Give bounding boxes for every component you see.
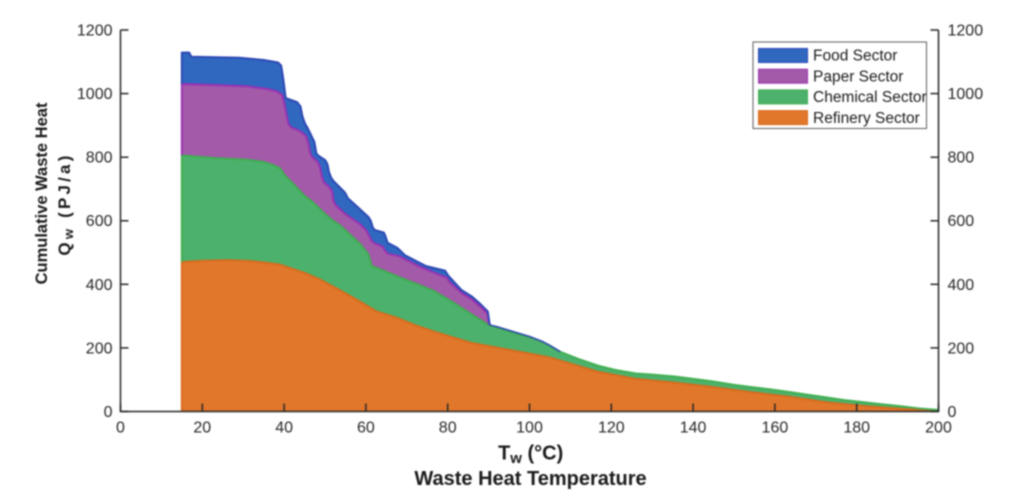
svg-text:20: 20 bbox=[193, 420, 211, 437]
svg-text:100: 100 bbox=[516, 420, 543, 437]
svg-text:200: 200 bbox=[86, 340, 113, 357]
svg-text:600: 600 bbox=[86, 213, 113, 230]
svg-text:0: 0 bbox=[116, 420, 125, 437]
svg-text:Waste Heat Temperature: Waste Heat Temperature bbox=[414, 468, 646, 490]
svg-text:1000: 1000 bbox=[948, 86, 984, 103]
svg-text:200: 200 bbox=[925, 420, 952, 437]
svg-text:140: 140 bbox=[680, 420, 707, 437]
svg-text:120: 120 bbox=[598, 420, 625, 437]
svg-text:Chemical Sector: Chemical Sector bbox=[813, 89, 927, 106]
svg-text:160: 160 bbox=[762, 420, 789, 437]
svg-text:0: 0 bbox=[104, 404, 113, 421]
svg-text:180: 180 bbox=[843, 420, 870, 437]
svg-text:1200: 1200 bbox=[948, 23, 984, 40]
svg-text:200: 200 bbox=[948, 340, 975, 357]
svg-text:800: 800 bbox=[86, 150, 113, 167]
svg-text:Paper Sector: Paper Sector bbox=[813, 68, 903, 85]
svg-text:1200: 1200 bbox=[77, 23, 113, 40]
svg-text:Qw (PJ/a): Qw (PJ/a) bbox=[55, 152, 76, 255]
svg-text:0: 0 bbox=[948, 404, 957, 421]
svg-text:1000: 1000 bbox=[77, 86, 113, 103]
svg-text:Tw (°C): Tw (°C) bbox=[498, 443, 563, 468]
svg-text:400: 400 bbox=[948, 277, 975, 294]
svg-text:400: 400 bbox=[86, 277, 113, 294]
svg-text:60: 60 bbox=[357, 420, 375, 437]
svg-text:Refinery Sector: Refinery Sector bbox=[813, 110, 920, 127]
svg-text:600: 600 bbox=[948, 213, 975, 230]
svg-text:40: 40 bbox=[275, 420, 293, 437]
svg-text:Food Sector: Food Sector bbox=[813, 48, 897, 65]
svg-text:Cumulative Waste Heat: Cumulative Waste Heat bbox=[33, 102, 51, 284]
svg-text:800: 800 bbox=[948, 150, 975, 167]
svg-text:80: 80 bbox=[439, 420, 457, 437]
